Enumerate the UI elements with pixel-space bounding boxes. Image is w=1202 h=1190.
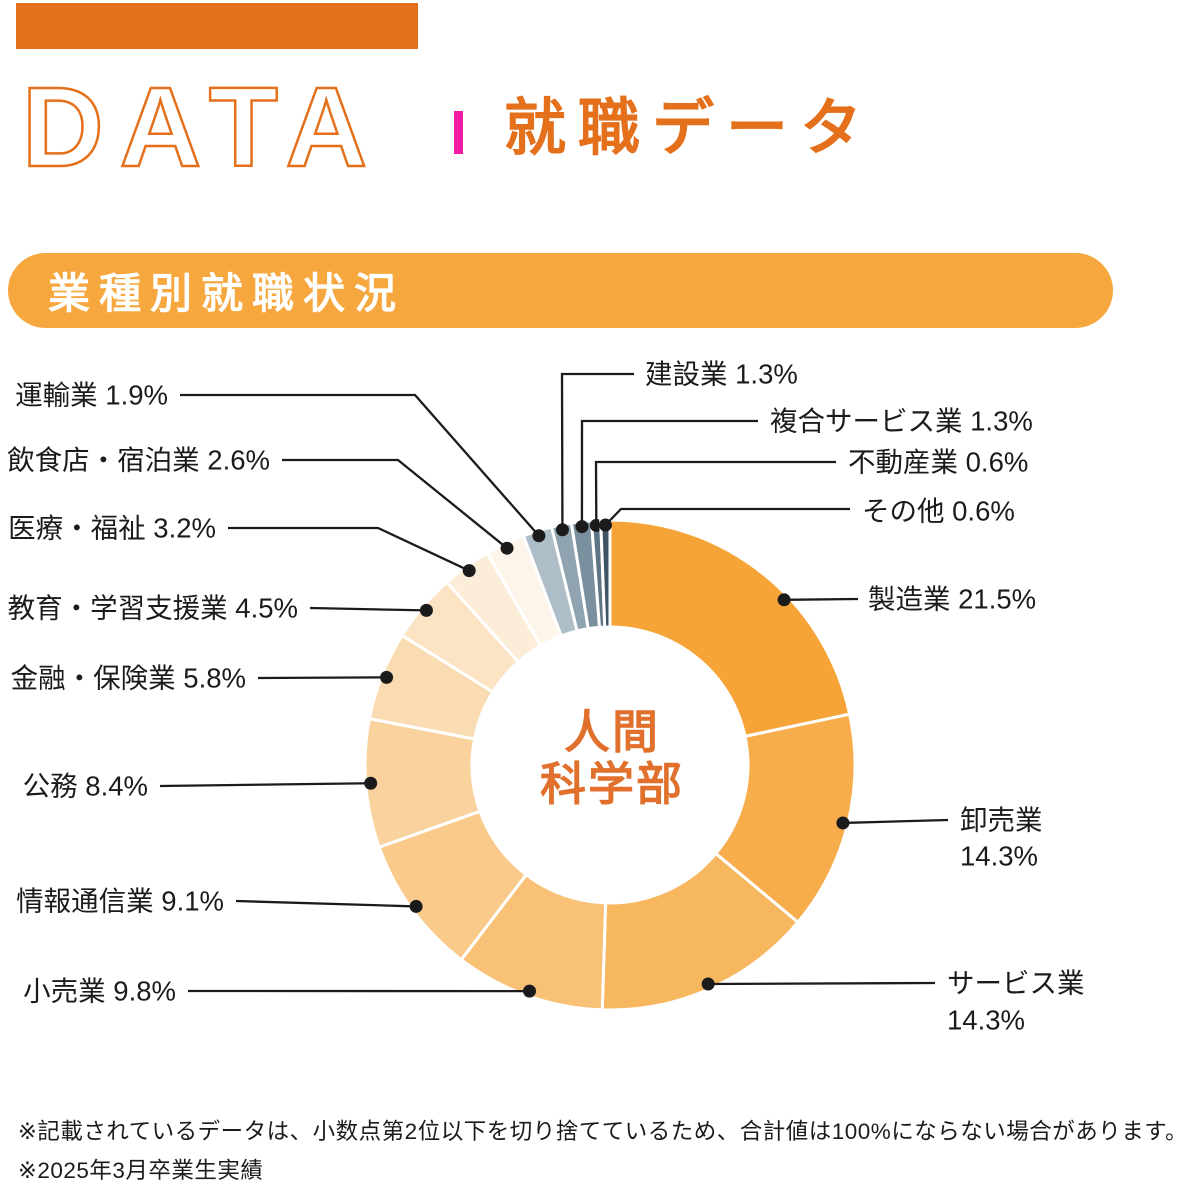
leader-construction	[562, 374, 634, 530]
label-education: 教育・学習支援業 4.5%	[8, 593, 298, 624]
label-info_com: 情報通信業 9.1%	[16, 886, 224, 917]
dot-other	[599, 519, 612, 532]
label-manufacturing: 製造業 21.5%	[868, 584, 1036, 615]
label-medical: 医療・福祉 3.2%	[8, 513, 216, 544]
dot-service	[702, 978, 715, 991]
leader-manufacturing	[784, 599, 858, 600]
label-retail: 小売業 9.8%	[23, 976, 176, 1007]
label-real_estate: 不動産業 0.6%	[848, 447, 1028, 478]
leader-medical	[228, 528, 469, 571]
dot-manufacturing	[778, 593, 791, 606]
leader-combined_service	[582, 421, 758, 527]
label-transport: 運輸業 1.9%	[15, 380, 168, 411]
dot-transport	[532, 529, 545, 542]
leader-public_service	[160, 783, 371, 786]
donut-center-label-1: 人間	[564, 706, 660, 758]
label-wholesale-value: 14.3%	[960, 841, 1038, 872]
dot-info_com	[410, 900, 423, 913]
leader-real_estate	[596, 462, 836, 525]
dot-education	[420, 604, 433, 617]
leader-finance	[258, 677, 387, 678]
slice-manufacturing	[610, 520, 850, 736]
leader-education	[310, 608, 426, 610]
footnote-rounding: ※記載されているデータは、小数点第2位以下を切り捨てているため、合計値は100%…	[18, 1112, 1188, 1151]
leader-wholesale	[843, 820, 948, 823]
dot-finance	[380, 671, 393, 684]
label-public_service: 公務 8.4%	[23, 771, 148, 802]
dot-retail	[523, 985, 536, 998]
dot-food_lodging	[501, 542, 514, 555]
label-finance: 金融・保険業 5.8%	[11, 663, 246, 694]
label-service-value: 14.3%	[947, 1005, 1025, 1036]
dot-wholesale	[836, 816, 849, 829]
dot-construction	[556, 523, 569, 536]
label-wholesale: 卸売業	[960, 805, 1043, 836]
label-service: サービス業	[947, 968, 1085, 999]
dot-medical	[463, 564, 476, 577]
label-food_lodging: 飲食店・宿泊業 2.6%	[7, 445, 270, 476]
dot-public_service	[364, 777, 377, 790]
label-combined_service: 複合サービス業 1.3%	[770, 406, 1033, 437]
dot-combined_service	[575, 520, 588, 533]
label-construction: 建設業 1.3%	[645, 359, 798, 390]
donut-center-label-2: 科学部	[540, 758, 684, 810]
leader-info_com	[236, 901, 416, 906]
footnote-cohort: ※2025年3月卒業生実績	[18, 1151, 1188, 1190]
leader-service	[708, 983, 935, 984]
label-other: その他 0.6%	[862, 496, 1015, 527]
footnotes: ※記載されているデータは、小数点第2位以下を切り捨てているため、合計値は100%…	[18, 1112, 1188, 1190]
